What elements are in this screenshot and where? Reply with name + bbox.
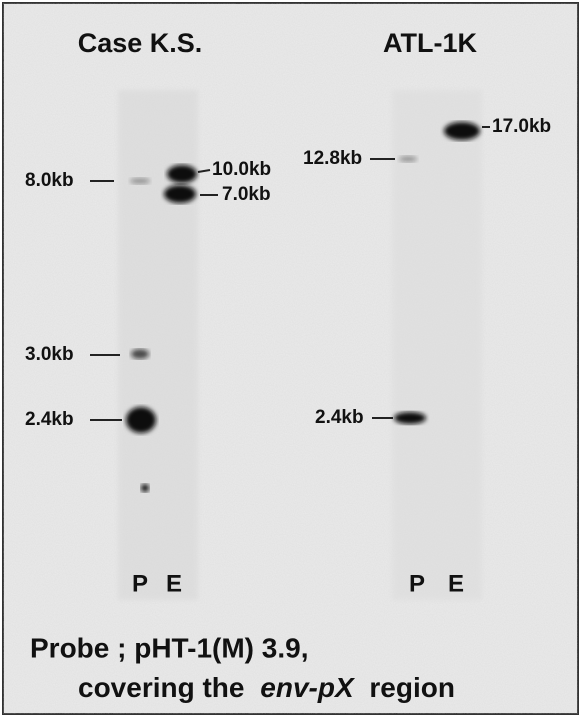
caption-part: region	[369, 672, 455, 703]
band	[444, 122, 480, 140]
panel-title: Case K.S.	[78, 28, 203, 58]
lane-label: E	[448, 570, 464, 597]
caption: Probe ; pHT-1(M) 3.9,	[30, 632, 308, 663]
band	[167, 165, 197, 183]
panel-title: ATL-1K	[383, 28, 477, 58]
band	[126, 407, 156, 433]
caption: covering the env-pX region	[78, 672, 455, 703]
band	[131, 349, 149, 359]
caption-part: covering the	[78, 672, 244, 703]
band	[394, 412, 426, 424]
band-label: 12.8kb	[303, 148, 362, 169]
band-label: 2.4kb	[25, 409, 74, 430]
caption-part: env-pX	[260, 672, 356, 703]
grain	[3, 3, 578, 714]
band	[130, 178, 150, 184]
lane-smear	[392, 90, 482, 600]
band-label: 17.0kb	[492, 116, 551, 137]
lane-label: E	[166, 570, 182, 597]
spot	[141, 484, 149, 492]
band	[164, 185, 196, 203]
band-label: 3.0kb	[25, 344, 74, 365]
label-line	[197, 169, 211, 173]
band-label: 2.4kb	[315, 407, 364, 428]
band-label: 8.0kb	[25, 170, 74, 191]
band-label: 7.0kb	[222, 184, 271, 205]
lane-label: P	[409, 570, 425, 597]
band	[399, 156, 417, 162]
lane-label: P	[132, 570, 148, 597]
band-label: 10.0kb	[212, 159, 271, 180]
